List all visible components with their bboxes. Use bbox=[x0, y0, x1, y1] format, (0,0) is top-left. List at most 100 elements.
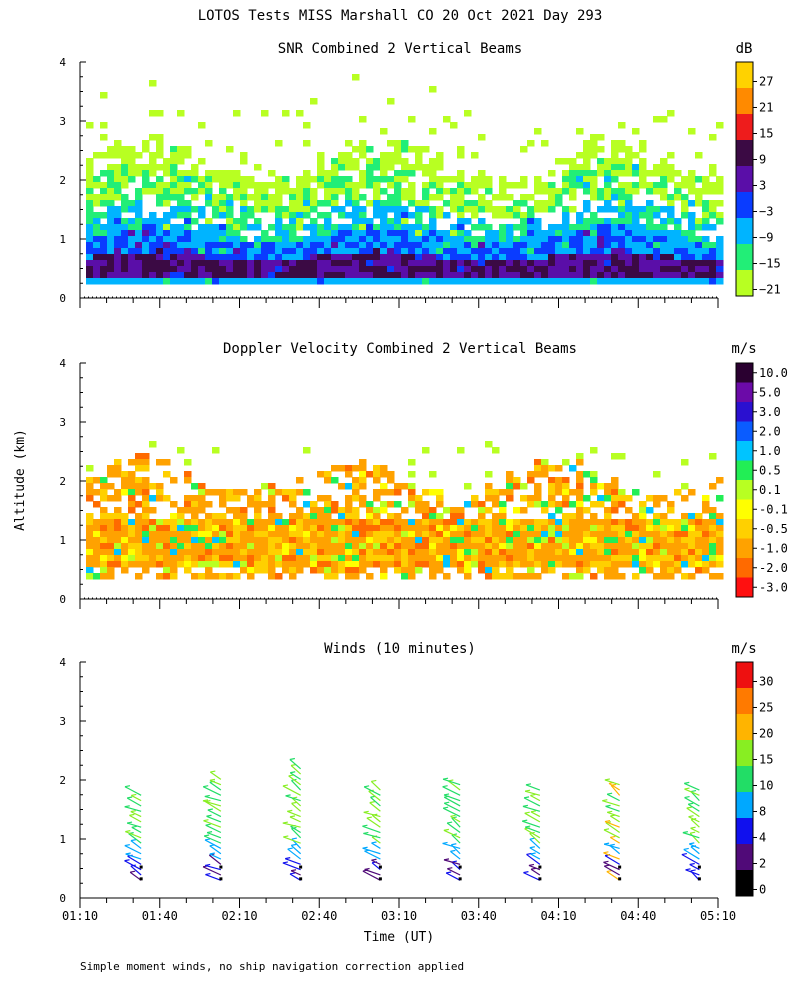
field-cell bbox=[233, 561, 241, 568]
field-cell bbox=[436, 501, 444, 508]
field-cell bbox=[100, 513, 108, 520]
wind-barb bbox=[689, 832, 700, 844]
field-cell bbox=[408, 116, 416, 123]
field-cell bbox=[590, 188, 598, 195]
field-cell bbox=[576, 278, 584, 285]
field-cell bbox=[338, 188, 346, 195]
field-cell bbox=[366, 248, 374, 255]
field-cell bbox=[569, 158, 577, 165]
field-cell bbox=[317, 543, 325, 550]
field-cell bbox=[366, 230, 374, 237]
field-cell bbox=[380, 218, 388, 225]
field-cell bbox=[205, 489, 213, 496]
field-cell bbox=[667, 260, 675, 267]
colorbar-label: -0.1 bbox=[759, 502, 788, 516]
field-cell bbox=[303, 236, 311, 243]
wind-barb bbox=[608, 782, 620, 791]
field-cell bbox=[317, 212, 325, 219]
field-cell bbox=[457, 266, 465, 273]
wind-barb-flag bbox=[129, 813, 135, 816]
field-cell bbox=[394, 266, 402, 273]
field-cell bbox=[569, 236, 577, 243]
field-cell bbox=[527, 561, 535, 568]
field-cell bbox=[534, 218, 542, 225]
field-cell bbox=[499, 188, 507, 195]
field-cell bbox=[653, 266, 661, 273]
field-cell bbox=[177, 242, 185, 249]
field-cell bbox=[471, 152, 479, 159]
field-cell bbox=[513, 531, 521, 538]
field-cell bbox=[324, 531, 332, 538]
field-cell bbox=[128, 519, 136, 526]
field-cell bbox=[380, 537, 388, 544]
field-cell bbox=[282, 272, 290, 279]
field-cell bbox=[380, 531, 388, 538]
field-cell bbox=[457, 236, 465, 243]
field-cell bbox=[268, 507, 276, 514]
field-cell bbox=[429, 170, 437, 177]
profile-marker bbox=[139, 865, 143, 869]
field-cell bbox=[667, 230, 675, 237]
field-cell bbox=[86, 200, 94, 207]
field-cell bbox=[156, 194, 164, 201]
field-cell bbox=[198, 537, 206, 544]
field-cell bbox=[163, 543, 171, 550]
field-cell bbox=[387, 561, 395, 568]
field-cell bbox=[534, 537, 542, 544]
field-cell bbox=[156, 537, 164, 544]
field-cell bbox=[198, 549, 206, 556]
field-cell bbox=[408, 489, 416, 496]
field-cell bbox=[373, 531, 381, 538]
field-cell bbox=[457, 218, 465, 225]
field-cell bbox=[226, 525, 234, 532]
field-cell bbox=[338, 465, 346, 472]
field-cell bbox=[261, 182, 269, 189]
field-cell bbox=[688, 224, 696, 231]
field-cell bbox=[149, 212, 157, 219]
field-cell bbox=[373, 212, 381, 219]
field-cell bbox=[240, 194, 248, 201]
field-cell bbox=[156, 230, 164, 237]
field-cell bbox=[121, 224, 129, 231]
field-cell bbox=[457, 519, 465, 526]
field-cell bbox=[380, 164, 388, 171]
field-cell bbox=[240, 555, 248, 562]
field-cell bbox=[93, 573, 101, 580]
field-cell bbox=[415, 242, 423, 249]
field-cell bbox=[604, 194, 612, 201]
field-cell bbox=[499, 272, 507, 279]
field-cell bbox=[576, 272, 584, 279]
wind-barb-flag bbox=[363, 810, 369, 813]
field-cell bbox=[282, 254, 290, 261]
field-cell bbox=[310, 200, 318, 207]
field-cell bbox=[289, 206, 297, 213]
field-cell bbox=[177, 254, 185, 261]
field-cell bbox=[352, 230, 360, 237]
field-cell bbox=[401, 543, 409, 550]
field-cell bbox=[534, 555, 542, 562]
wind-barb bbox=[523, 797, 541, 807]
field-cell bbox=[93, 489, 101, 496]
field-cell bbox=[380, 266, 388, 273]
wind-barb-flag bbox=[604, 819, 611, 823]
field-cell bbox=[569, 573, 577, 580]
field-cell bbox=[548, 555, 556, 562]
field-cell bbox=[359, 146, 367, 153]
wind-barb-flag bbox=[610, 835, 616, 838]
field-cell bbox=[170, 543, 178, 550]
field-cell bbox=[345, 260, 353, 267]
field-cell bbox=[604, 200, 612, 207]
field-cell bbox=[275, 230, 283, 237]
field-cell bbox=[212, 242, 220, 249]
field-cell bbox=[93, 152, 101, 159]
field-cell bbox=[632, 525, 640, 532]
field-cell bbox=[310, 254, 318, 261]
field-cell bbox=[380, 254, 388, 261]
field-cell bbox=[212, 260, 220, 267]
field-cell bbox=[359, 549, 367, 556]
field-cell bbox=[275, 200, 283, 207]
field-cell bbox=[387, 260, 395, 267]
field-cell bbox=[107, 471, 115, 478]
field-cell bbox=[611, 573, 619, 580]
field-cell bbox=[128, 206, 136, 213]
